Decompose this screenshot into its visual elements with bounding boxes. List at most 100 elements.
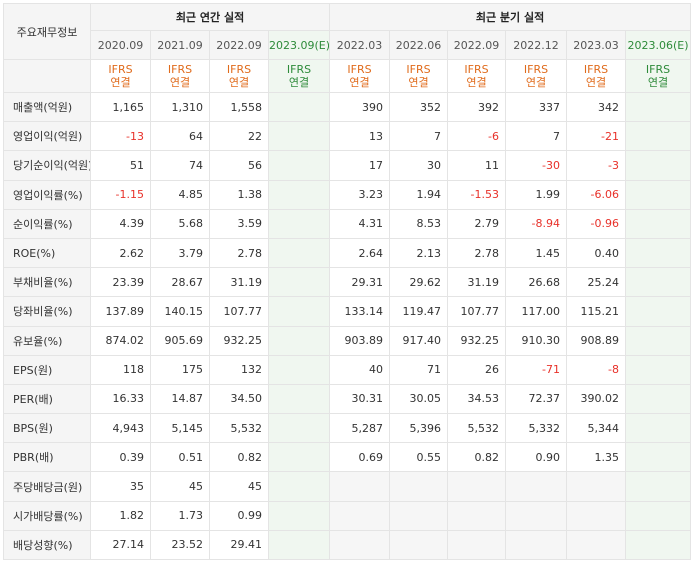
value-cell: 5,532 [447, 413, 507, 444]
period-header: 2022.06 [389, 30, 449, 60]
value-cell [329, 500, 391, 531]
value-cell [625, 413, 692, 444]
value-cell: 35 [90, 471, 151, 502]
value-cell [267, 179, 331, 210]
value-cell: 5,145 [150, 413, 210, 444]
value-cell: 337 [505, 91, 568, 123]
value-cell [447, 471, 507, 502]
annual-group-header: 최근 연간 실적 [89, 3, 331, 31]
corner-label: 주요재무정보 [3, 3, 91, 60]
value-cell [267, 354, 331, 385]
basis-standard: IFRS [226, 63, 252, 76]
value-cell: 23.39 [90, 267, 151, 298]
value-cell: 3.79 [150, 237, 210, 269]
period-header: 2022.03 [329, 30, 391, 60]
value-cell [267, 413, 331, 444]
period-header: 2020.09 [90, 30, 151, 60]
value-cell: 0.69 [329, 442, 391, 473]
table-row: PBR(배) 0.39 0.51 0.82 0.69 0.55 0.82 0.90 1.35 [3, 442, 692, 473]
value-cell: 64 [150, 121, 210, 152]
value-cell [267, 471, 331, 502]
row-label: 배당성향(%) [3, 529, 91, 561]
value-cell: 4,943 [90, 413, 151, 444]
value-cell [625, 121, 692, 152]
basis-header: IFRS 연결 [209, 59, 269, 93]
basis-consolidation: 연결 [466, 76, 487, 89]
value-cell [625, 91, 692, 123]
value-cell: 5,287 [329, 413, 391, 444]
value-cell: 119.47 [389, 296, 449, 327]
value-cell [505, 471, 568, 502]
value-cell [267, 500, 331, 531]
value-cell: 11 [447, 150, 507, 181]
value-cell: 7 [505, 121, 568, 152]
period-header: 2023.03 [566, 30, 627, 60]
value-cell: 107.77 [209, 296, 269, 327]
value-cell [625, 179, 692, 210]
basis-consolidation: 연결 [525, 76, 547, 89]
value-cell: 1.99 [505, 179, 568, 210]
value-cell: 34.53 [447, 383, 507, 415]
row-label: 매출액(억원) [3, 91, 91, 123]
value-cell: 5,532 [209, 413, 269, 444]
basis-header: IFRS 연결 [447, 59, 507, 93]
value-cell: 51 [90, 150, 151, 181]
value-cell: 903.89 [329, 325, 391, 356]
value-cell: 3.59 [209, 208, 269, 239]
value-cell: -3 [566, 150, 627, 181]
value-cell: 107.77 [447, 296, 507, 327]
value-cell: 30 [389, 150, 449, 181]
period-header: 2022.12 [505, 30, 568, 60]
value-cell: -6 [447, 121, 507, 152]
basis-standard: IFRS [108, 63, 133, 76]
value-cell: -1.15 [90, 179, 151, 210]
value-cell: 133.14 [329, 296, 391, 327]
table-row: 영업이익률(%) -1.15 4.85 1.38 3.23 1.94 -1.53 1.99 -6… [3, 179, 692, 210]
value-cell: 342 [566, 91, 627, 123]
row-label: PER(배) [3, 383, 91, 415]
value-cell: 917.40 [389, 325, 449, 356]
basis-standard: IFRS [464, 63, 489, 76]
table-row: 유보율(%) 874.02 905.69 932.25 903.89 917.40 932.… [3, 325, 692, 356]
value-cell [267, 383, 331, 415]
value-cell [389, 471, 449, 502]
value-cell [267, 296, 331, 327]
value-cell: 27.14 [90, 529, 151, 561]
value-cell: 1,310 [150, 91, 210, 123]
basis-header: IFRS 연결 [329, 59, 391, 93]
value-cell: 2.79 [447, 208, 507, 239]
value-cell: 16.33 [90, 383, 151, 415]
value-cell: 0.40 [566, 237, 627, 269]
value-cell [505, 500, 568, 531]
value-cell [267, 121, 331, 152]
value-cell [625, 237, 692, 269]
value-cell [625, 267, 692, 298]
value-cell: 0.90 [505, 442, 568, 473]
basis-consolidation: 연결 [228, 76, 250, 89]
table-row: 주당배당금(원) 35 45 45 [3, 471, 692, 502]
basis-row: IFRS 연결 IFRS 연결 IFRS 연결 IFRS 연결 IFRS 연결 IFRS 연결 IFRS… [3, 59, 692, 93]
value-cell: 137.89 [90, 296, 151, 327]
value-cell: 23.52 [150, 529, 210, 561]
value-cell [267, 237, 331, 269]
value-cell [267, 267, 331, 298]
value-cell: 1.35 [566, 442, 627, 473]
value-cell: -21 [566, 121, 627, 152]
basis-consolidation: 연결 [288, 76, 310, 89]
value-cell: 2.62 [90, 237, 151, 269]
value-cell: 22 [209, 121, 269, 152]
value-cell [447, 529, 507, 561]
row-label: 영업이익률(%) [3, 179, 91, 210]
basis-header: IFRS 연결 [566, 59, 627, 93]
value-cell: 908.89 [566, 325, 627, 356]
value-cell: 5,332 [505, 413, 568, 444]
value-cell: 34.50 [209, 383, 269, 415]
value-cell: -0.96 [566, 208, 627, 239]
value-cell: 0.39 [90, 442, 151, 473]
value-cell: 74 [150, 150, 210, 181]
value-cell [625, 442, 692, 473]
basis-standard: IFRS [286, 63, 312, 76]
value-cell [267, 91, 331, 123]
value-cell [625, 471, 692, 502]
value-cell: 2.78 [447, 237, 507, 269]
